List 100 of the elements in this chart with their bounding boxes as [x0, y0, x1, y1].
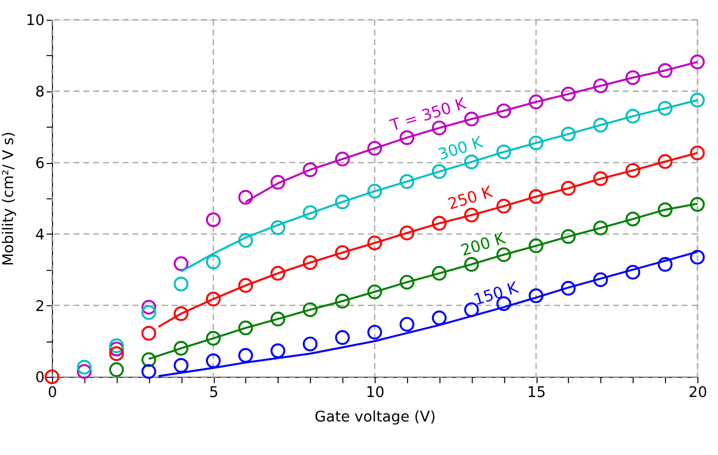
y-tick-label: 6: [35, 154, 45, 172]
point: [658, 63, 673, 78]
point: [238, 233, 253, 248]
point: [528, 238, 544, 254]
point: [206, 292, 221, 306]
annotation: 200 K: [458, 228, 508, 260]
point: [302, 255, 318, 270]
point: [238, 190, 253, 205]
x-tick-label: 5: [209, 384, 219, 401]
point: [141, 364, 156, 379]
y-tick-label: 8: [35, 84, 45, 101]
point: [464, 256, 479, 272]
point: [400, 226, 414, 240]
point: [432, 310, 447, 326]
point: [625, 108, 640, 124]
annotation: T = 350 K: [387, 93, 469, 135]
point: [302, 302, 318, 318]
point: [302, 336, 318, 352]
point: [400, 130, 414, 145]
point: [141, 326, 156, 341]
point: [206, 353, 221, 368]
point: [76, 364, 92, 379]
point: [400, 174, 414, 189]
y-tick-label: 10: [26, 12, 45, 30]
point: [496, 103, 512, 118]
point: [690, 250, 705, 265]
x-tick-label: 15: [527, 384, 546, 401]
point: [560, 280, 576, 296]
point: [174, 340, 188, 356]
point: [560, 180, 576, 196]
point: [400, 274, 414, 290]
annotation: 150 K: [471, 278, 521, 310]
y-tick-label: 4: [35, 226, 45, 244]
point: [174, 306, 188, 321]
point: [658, 256, 673, 272]
point: [109, 342, 124, 356]
point: [560, 229, 576, 244]
x-tick-label: 10: [366, 384, 385, 401]
point: [658, 154, 673, 169]
point: [270, 220, 286, 235]
point: [367, 184, 382, 199]
x-axis-title: Gate voltage (V): [314, 408, 436, 426]
point: [560, 126, 576, 142]
point: [496, 144, 512, 160]
point: [206, 254, 221, 270]
point: [270, 174, 286, 190]
point: [593, 171, 608, 186]
point: [76, 360, 92, 375]
point: [109, 338, 124, 354]
point: [528, 94, 544, 110]
point: [625, 212, 640, 226]
point: [625, 163, 640, 178]
point: [464, 112, 479, 126]
point: [270, 266, 286, 281]
point: [141, 305, 156, 320]
point: [690, 92, 705, 108]
point: [560, 86, 576, 102]
point: [690, 197, 705, 212]
point: [593, 78, 608, 94]
point: [658, 202, 673, 218]
point: [238, 348, 253, 363]
point: [658, 100, 673, 116]
point: [141, 352, 156, 368]
x-tick-label: 20: [688, 384, 708, 401]
point: [528, 288, 544, 304]
point: [270, 343, 286, 358]
point: [528, 189, 544, 204]
y-tick-label: 0: [35, 369, 45, 386]
point: [690, 146, 705, 160]
point: [109, 362, 124, 378]
point: [367, 236, 382, 250]
point: [238, 278, 253, 293]
annotation: 300 K: [436, 132, 486, 164]
point: [432, 216, 447, 231]
point: [335, 294, 350, 308]
point: [400, 316, 414, 332]
point: [302, 162, 318, 178]
y-tick-label: 2: [35, 298, 45, 315]
point: [432, 120, 447, 136]
point: [174, 276, 188, 292]
point: [528, 136, 544, 150]
point: [625, 70, 640, 85]
point: [593, 118, 608, 132]
point: [496, 247, 512, 262]
point: [593, 272, 608, 288]
point: [367, 140, 382, 156]
annotation: 250 K: [446, 182, 496, 214]
point: [206, 212, 221, 228]
point: [367, 284, 382, 300]
y-axis-title: Mobility (cm²/ V s): [0, 132, 18, 266]
point: [335, 245, 350, 260]
point: [206, 330, 221, 346]
point: [625, 264, 640, 280]
point: [302, 205, 318, 220]
point: [270, 312, 286, 326]
point: [593, 220, 608, 236]
point: [432, 164, 447, 179]
point: [174, 256, 188, 272]
point: [496, 198, 512, 214]
point: [335, 194, 350, 210]
